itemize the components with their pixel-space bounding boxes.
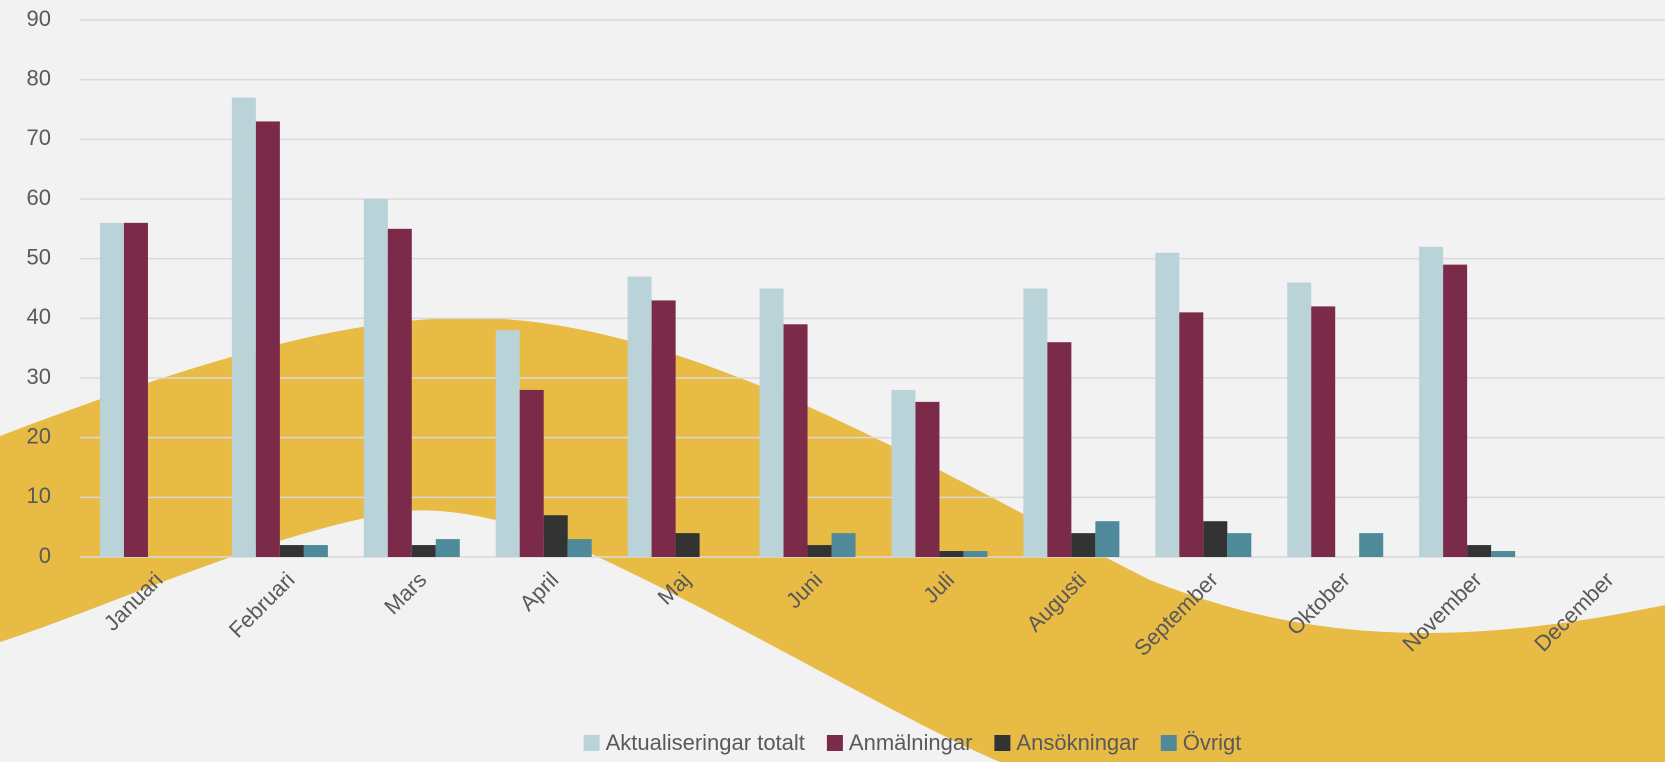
bar — [1419, 247, 1443, 557]
y-tick-label: 90 — [27, 6, 51, 31]
legend-swatch — [827, 735, 843, 751]
bar — [304, 545, 328, 557]
bar — [1359, 533, 1383, 557]
bar — [676, 533, 700, 557]
y-tick-label: 10 — [27, 483, 51, 508]
bar — [1443, 265, 1467, 557]
bar — [1311, 306, 1335, 557]
bar — [760, 289, 784, 558]
y-tick-label: 80 — [27, 65, 51, 90]
bar — [1071, 533, 1095, 557]
bar — [520, 390, 544, 557]
bar — [256, 121, 280, 557]
bar — [1467, 545, 1491, 557]
bar — [808, 545, 832, 557]
bar — [568, 539, 592, 557]
bar — [832, 533, 856, 557]
y-tick-label: 50 — [27, 244, 51, 269]
bar — [124, 223, 148, 557]
bar — [963, 551, 987, 557]
bar — [280, 545, 304, 557]
y-tick-label: 30 — [27, 364, 51, 389]
y-tick-label: 40 — [27, 304, 51, 329]
bar — [364, 199, 388, 557]
legend-label: Anmälningar — [849, 730, 973, 755]
bar — [1179, 312, 1203, 557]
bar — [496, 330, 520, 557]
chart: 0102030405060708090JanuariFebruariMarsAp… — [0, 0, 1665, 762]
bar — [388, 229, 412, 557]
bar — [1155, 253, 1179, 557]
bar — [1023, 289, 1047, 558]
bar — [436, 539, 460, 557]
y-tick-label: 0 — [39, 543, 51, 568]
bar — [939, 551, 963, 557]
bar — [100, 223, 124, 557]
bar — [891, 390, 915, 557]
bar — [1491, 551, 1515, 557]
bar — [544, 515, 568, 557]
bar — [1095, 521, 1119, 557]
legend-label: Ansökningar — [1016, 730, 1138, 755]
bar — [915, 402, 939, 557]
legend-swatch — [994, 735, 1010, 751]
bar — [628, 277, 652, 557]
bar — [652, 300, 676, 557]
legend-swatch — [584, 735, 600, 751]
bar — [1227, 533, 1251, 557]
page: 0102030405060708090JanuariFebruariMarsAp… — [0, 0, 1665, 762]
legend-label: Övrigt — [1183, 730, 1242, 755]
y-tick-label: 20 — [27, 423, 51, 448]
y-tick-label: 60 — [27, 185, 51, 210]
bar — [412, 545, 436, 557]
legend-swatch — [1161, 735, 1177, 751]
bar — [1287, 283, 1311, 557]
bar — [1047, 342, 1071, 557]
bar — [784, 324, 808, 557]
y-tick-label: 70 — [27, 125, 51, 150]
bar — [1203, 521, 1227, 557]
bar — [232, 98, 256, 557]
legend-label: Aktualiseringar totalt — [606, 730, 805, 755]
